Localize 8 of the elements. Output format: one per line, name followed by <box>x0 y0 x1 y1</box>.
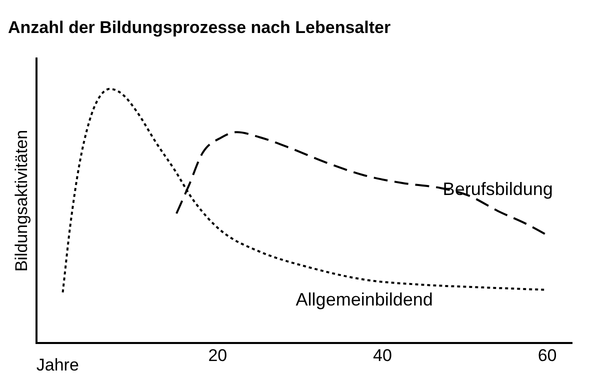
x-axis-title: Jahre <box>36 355 79 374</box>
x-tick-label: 20 <box>208 346 228 366</box>
x-tick-label: 40 <box>373 346 392 366</box>
x-tick-label: 60 <box>538 346 557 366</box>
chart-title: Anzahl der Bildungsprozesse nach Lebensalter <box>8 18 391 37</box>
series-label: Berufsbildung <box>442 178 553 199</box>
y-axis-title: Bildungsaktivitäten <box>12 130 31 272</box>
series-label: Allgemeinbildend <box>296 290 433 310</box>
